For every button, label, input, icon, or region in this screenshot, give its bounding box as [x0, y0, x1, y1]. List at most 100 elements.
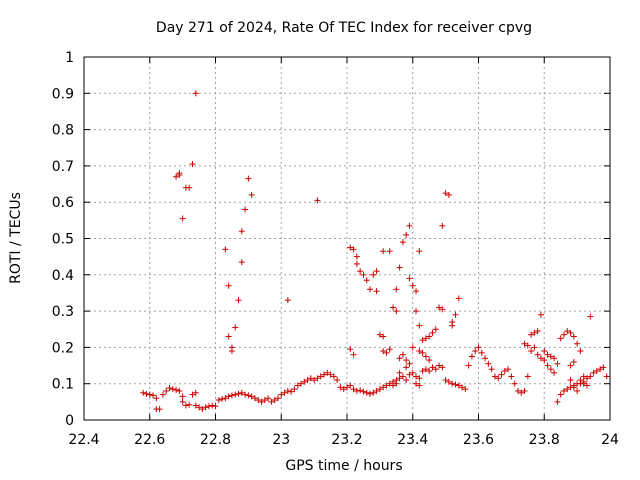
- data-point: [373, 268, 380, 275]
- data-point: [350, 386, 357, 393]
- data-point: [173, 173, 180, 180]
- data-point: [380, 248, 387, 255]
- data-point: [528, 331, 535, 338]
- data-point: [192, 90, 199, 97]
- data-point: [528, 348, 535, 355]
- data-point: [294, 382, 301, 389]
- data-point: [432, 366, 439, 373]
- data-point: [416, 375, 423, 382]
- data-point: [380, 333, 387, 340]
- data-point: [468, 353, 475, 360]
- data-point: [255, 397, 262, 404]
- data-point: [301, 378, 308, 385]
- data-point: [570, 358, 577, 365]
- data-point: [291, 386, 298, 393]
- data-point: [314, 375, 321, 382]
- data-point: [439, 222, 446, 229]
- data-point: [399, 351, 406, 358]
- data-point: [284, 297, 291, 304]
- data-point: [232, 391, 239, 398]
- data-point: [314, 197, 321, 204]
- data-point: [143, 390, 150, 397]
- x-tick-label: 22.6: [134, 432, 165, 448]
- data-point: [228, 392, 235, 399]
- data-point: [393, 308, 400, 315]
- y-tick-label: 0.2: [52, 340, 74, 356]
- data-point: [360, 388, 367, 395]
- data-point: [232, 324, 239, 331]
- data-point: [337, 384, 344, 391]
- data-point: [419, 337, 426, 344]
- data-point: [505, 366, 512, 373]
- y-tick-label: 0.5: [52, 232, 74, 248]
- data-point: [544, 351, 551, 358]
- data-point: [222, 395, 229, 402]
- data-point: [442, 190, 449, 197]
- x-axis-label: GPS time / hours: [285, 458, 402, 474]
- data-point: [455, 295, 462, 302]
- data-point: [564, 386, 571, 393]
- data-point: [376, 331, 383, 338]
- data-point: [603, 373, 610, 380]
- y-tick-label: 0.8: [52, 123, 74, 139]
- data-point: [281, 389, 288, 396]
- data-point: [551, 355, 558, 362]
- data-point: [452, 311, 459, 318]
- data-point: [554, 360, 561, 367]
- data-point: [403, 231, 410, 238]
- data-point: [307, 375, 314, 382]
- data-point: [419, 349, 426, 356]
- data-point: [317, 373, 324, 380]
- data-point: [225, 393, 232, 400]
- data-point: [560, 331, 567, 338]
- data-point: [383, 382, 390, 389]
- data-point: [297, 380, 304, 387]
- x-tick-label: 23.2: [331, 432, 362, 448]
- data-point: [537, 355, 544, 362]
- data-point: [587, 313, 594, 320]
- data-point: [192, 389, 199, 396]
- data-point: [583, 375, 590, 382]
- data-point: [413, 373, 420, 380]
- data-point: [406, 371, 413, 378]
- data-point: [357, 387, 364, 394]
- data-point: [482, 355, 489, 362]
- x-tick-label: 23.4: [397, 432, 428, 448]
- data-point: [199, 406, 206, 413]
- data-point: [179, 393, 186, 400]
- data-point: [396, 355, 403, 362]
- data-point: [192, 402, 199, 409]
- data-point: [150, 392, 157, 399]
- data-point: [396, 375, 403, 382]
- data-point: [347, 346, 354, 353]
- data-point: [445, 191, 452, 198]
- data-point: [212, 403, 219, 410]
- data-point: [409, 282, 416, 289]
- data-point: [373, 387, 380, 394]
- data-point: [248, 191, 255, 198]
- data-point: [541, 348, 548, 355]
- data-point: [429, 364, 436, 371]
- data-point: [524, 342, 531, 349]
- data-point: [590, 369, 597, 376]
- data-point: [215, 397, 222, 404]
- data-point: [271, 397, 278, 404]
- data-point: [531, 344, 538, 351]
- data-point: [245, 175, 252, 182]
- data-point: [422, 335, 429, 342]
- data-point: [426, 357, 433, 364]
- data-point: [251, 395, 258, 402]
- data-point: [491, 373, 498, 380]
- y-tick-label: 0.6: [52, 195, 74, 211]
- data-point: [284, 387, 291, 394]
- data-point: [386, 346, 393, 353]
- data-point: [432, 326, 439, 333]
- data-point: [189, 391, 196, 398]
- data-point: [399, 239, 406, 246]
- data-point: [567, 362, 574, 369]
- data-point: [196, 404, 203, 411]
- data-point: [478, 349, 485, 356]
- data-point: [268, 398, 275, 405]
- data-point: [235, 390, 242, 397]
